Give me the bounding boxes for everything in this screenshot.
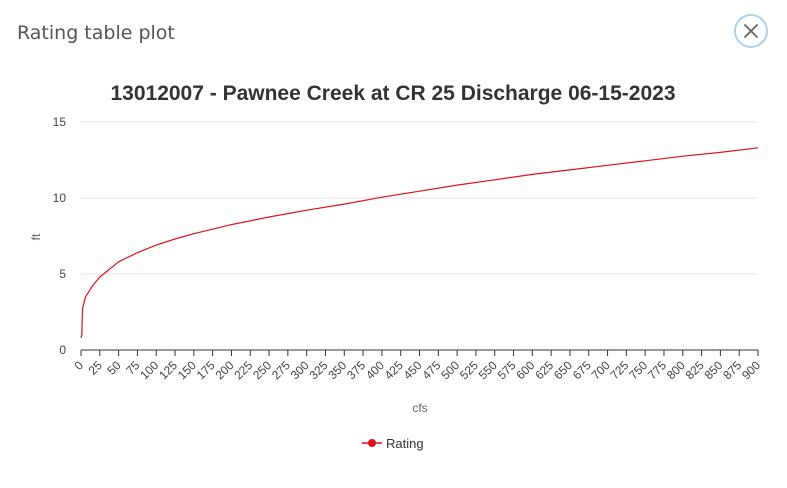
- legend-marker: [368, 439, 376, 447]
- x-axis-label: cfs: [412, 401, 427, 415]
- y-tick-label: 0: [59, 343, 66, 357]
- y-tick-label: 10: [53, 191, 67, 205]
- close-icon: [744, 24, 758, 38]
- modal-title: Rating table plot: [17, 22, 175, 44]
- x-tick-label: 50: [104, 358, 124, 378]
- x-tick-label: 25: [86, 358, 106, 378]
- y-axis-label: ft: [29, 233, 43, 240]
- x-tick-label: 0: [71, 358, 86, 373]
- close-button[interactable]: [734, 14, 768, 48]
- x-tick-label: 900: [739, 358, 763, 382]
- y-tick-label: 5: [59, 267, 66, 281]
- grid-layer: [81, 121, 758, 275]
- series-layer: [80, 147, 759, 338]
- y-tick-label: 15: [53, 115, 67, 129]
- legend-item-rating[interactable]: Rating: [362, 436, 424, 451]
- legend-label: Rating: [386, 436, 424, 451]
- chart-title: 13012007 - Pawnee Creek at CR 25 Dischar…: [110, 82, 675, 105]
- series-line-rating: [80, 147, 759, 338]
